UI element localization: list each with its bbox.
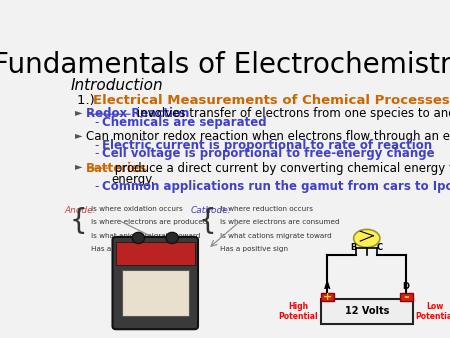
Text: D: D	[403, 282, 410, 291]
Text: High
Potential: High Potential	[279, 302, 318, 321]
Text: Is where electrons are produced: Is where electrons are produced	[91, 219, 207, 225]
Text: -: -	[94, 147, 99, 160]
Bar	[116, 242, 194, 265]
Text: Anode:: Anode:	[65, 206, 97, 215]
Text: Can monitor redox reaction when electrons flow through an electric current: Can monitor redox reaction when electron…	[86, 130, 450, 143]
Text: +: +	[323, 292, 332, 302]
Text: energy.: energy.	[111, 172, 155, 186]
Text: Is what anions migrate toward: Is what anions migrate toward	[91, 233, 201, 239]
Text: -: -	[94, 180, 99, 193]
Text: Common applications run the gamut from cars to Ipods to laptops: Common applications run the gamut from c…	[102, 180, 450, 193]
Text: Is where reduction occurs: Is where reduction occurs	[220, 206, 313, 212]
Text: Is what cations migrate toward: Is what cations migrate toward	[220, 233, 332, 239]
Text: 12 Volts: 12 Volts	[345, 307, 389, 316]
Text: -: -	[94, 140, 99, 152]
Circle shape	[354, 230, 380, 247]
Text: Has a negative sign: Has a negative sign	[91, 246, 162, 252]
Text: ►: ►	[76, 162, 83, 172]
Text: -: -	[94, 116, 99, 129]
Text: Cathode:: Cathode:	[190, 206, 231, 215]
Text: Fundamentals of Electrochemistry: Fundamentals of Electrochemistry	[0, 51, 450, 79]
Text: Has a positive sign: Has a positive sign	[220, 246, 288, 252]
Bar	[400, 293, 413, 300]
Text: B: B	[351, 243, 357, 252]
Circle shape	[132, 233, 144, 243]
Text: Redox Reaction: Redox Reaction	[86, 107, 189, 120]
Text: ►: ►	[76, 130, 83, 140]
Text: {: {	[70, 207, 88, 235]
Text: Electrical Measurements of Chemical Processes: Electrical Measurements of Chemical Proc…	[93, 94, 450, 107]
Text: Cell voltage is proportional to free-energy change: Cell voltage is proportional to free-ene…	[102, 147, 434, 160]
Bar	[321, 293, 334, 300]
Bar	[122, 270, 189, 316]
Text: involves transfer of electrons from one species to another.: involves transfer of electrons from one …	[133, 107, 450, 120]
Text: Chemicals are separated: Chemicals are separated	[102, 116, 266, 129]
Text: -: -	[403, 290, 409, 304]
Bar	[321, 299, 413, 324]
Text: A: A	[324, 282, 331, 291]
Text: Is where electrons are consumed: Is where electrons are consumed	[220, 219, 340, 225]
Circle shape	[166, 233, 178, 243]
Text: Batteries: Batteries	[86, 162, 147, 175]
Text: produce a direct current by converting chemical energy to electrical: produce a direct current by converting c…	[111, 162, 450, 175]
Text: 1.): 1.)	[77, 94, 99, 107]
Text: Electric current is proportional to rate of reaction: Electric current is proportional to rate…	[102, 140, 432, 152]
Text: C: C	[377, 243, 383, 252]
FancyBboxPatch shape	[112, 237, 198, 329]
Text: Introduction: Introduction	[70, 78, 163, 93]
Text: Is where oxidation occurs: Is where oxidation occurs	[91, 206, 183, 212]
Text: ►: ►	[76, 107, 83, 117]
Text: {: {	[199, 207, 217, 235]
Text: Low
Potential: Low Potential	[415, 302, 450, 321]
